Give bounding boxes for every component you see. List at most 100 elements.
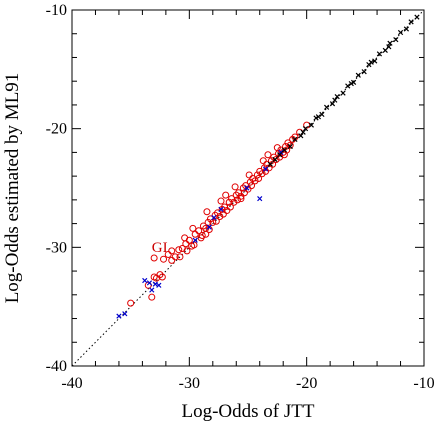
data-point-circle xyxy=(222,191,230,199)
data-point-cross xyxy=(267,161,273,167)
data-point-circle xyxy=(164,250,172,258)
data-point-cross xyxy=(152,281,158,287)
data-point-circle xyxy=(171,253,179,261)
data-point-cross xyxy=(329,101,336,107)
data-point-cross xyxy=(142,277,148,284)
data-point-cross xyxy=(319,111,325,118)
data-point-circle xyxy=(253,171,261,179)
data-point-circle xyxy=(237,195,245,203)
y-tick-label: -30 xyxy=(46,239,67,256)
x-tick-label: -10 xyxy=(413,375,434,392)
ticks-layer xyxy=(71,9,425,367)
data-point-circle xyxy=(202,230,210,238)
data-point-circle xyxy=(245,171,253,179)
data-point-cross xyxy=(287,143,293,150)
data-point-cross xyxy=(211,215,217,221)
data-point-circle xyxy=(255,175,263,183)
data-point-cross xyxy=(281,147,287,153)
data-point-cross xyxy=(149,287,155,293)
annotation-label: GI xyxy=(152,240,168,256)
reference-line-layer xyxy=(71,9,425,367)
diagonal-reference-line xyxy=(71,9,425,367)
data-point-circle xyxy=(248,182,256,190)
data-point-circle xyxy=(189,224,197,232)
data-point-circle xyxy=(158,273,166,281)
data-point-circle xyxy=(148,293,156,301)
data-point-circle xyxy=(273,144,281,152)
data-point-cross xyxy=(298,133,304,139)
data-point-cross xyxy=(332,97,338,103)
data-point-circle xyxy=(225,198,233,206)
data-point-circle xyxy=(233,196,241,204)
data-point-cross xyxy=(192,237,198,243)
data-point-cross xyxy=(300,129,306,135)
data-point-circle xyxy=(216,212,224,220)
data-point-cross xyxy=(376,51,383,57)
data-point-cross xyxy=(387,40,393,46)
data-point-circle xyxy=(212,217,220,225)
data-point-cross xyxy=(257,196,263,202)
data-point-cross xyxy=(355,72,361,78)
data-point-circle xyxy=(280,151,288,159)
tick-labels-layer: -40 -30 -20 -10 -40 -30 -20 -10 xyxy=(46,2,435,392)
data-point-cross xyxy=(345,83,351,89)
data-point-cross xyxy=(368,59,374,65)
x-tick-label: -20 xyxy=(296,375,317,392)
data-point-circle xyxy=(272,156,280,164)
data-point-circle xyxy=(198,231,206,239)
data-point-circle xyxy=(199,222,207,230)
data-point-cross xyxy=(156,282,162,288)
data-point-cross xyxy=(308,122,314,128)
y-tick-label: -20 xyxy=(46,121,67,138)
data-point-circle xyxy=(264,151,272,159)
data-point-cross xyxy=(361,69,367,75)
data-point-circle xyxy=(203,208,211,216)
data-point-circle xyxy=(127,299,135,307)
data-point-cross xyxy=(372,58,378,64)
y-tick-label: -10 xyxy=(46,2,67,19)
data-point-cross xyxy=(272,156,278,163)
x-tick-label: -30 xyxy=(179,375,200,392)
annotation-layer: GI xyxy=(152,240,168,256)
data-point-circle xyxy=(168,247,176,255)
data-point-circle xyxy=(168,256,176,264)
points-layer xyxy=(116,14,420,319)
data-point-circle xyxy=(223,207,231,215)
data-point-circle xyxy=(175,246,183,254)
data-point-cross xyxy=(262,166,269,172)
data-point-cross xyxy=(302,126,309,132)
data-point-cross xyxy=(393,37,399,43)
data-point-cross xyxy=(116,313,122,319)
data-point-cross xyxy=(206,224,212,230)
y-tick-label: -40 xyxy=(46,358,67,375)
data-point-circle xyxy=(226,203,234,211)
data-point-circle xyxy=(181,234,189,242)
data-point-cross xyxy=(244,185,250,191)
data-point-cross xyxy=(122,311,128,317)
data-point-circle xyxy=(182,240,190,248)
data-point-cross xyxy=(348,80,354,87)
data-point-cross xyxy=(218,206,224,212)
plot-frame xyxy=(71,9,425,367)
data-point-circle xyxy=(231,183,239,191)
data-point-cross xyxy=(292,136,298,142)
data-point-circle xyxy=(160,255,168,263)
y-axis-title: Log-Odds estimated by ML91 xyxy=(2,73,23,304)
data-point-circle xyxy=(258,170,266,178)
data-point-circle xyxy=(286,141,294,149)
data-point-circle xyxy=(217,197,225,205)
data-point-cross xyxy=(315,114,322,120)
data-point-cross xyxy=(277,152,283,158)
data-point-circle xyxy=(284,139,292,147)
data-point-cross xyxy=(408,19,414,25)
data-point-circle xyxy=(150,254,158,262)
data-point-circle xyxy=(246,178,254,186)
data-point-cross xyxy=(403,26,410,32)
data-point-circle xyxy=(156,271,164,279)
data-point-circle xyxy=(176,253,184,261)
data-point-circle xyxy=(237,192,245,200)
data-point-circle xyxy=(183,247,191,255)
data-point-cross xyxy=(397,29,404,36)
data-point-cross xyxy=(414,14,420,20)
